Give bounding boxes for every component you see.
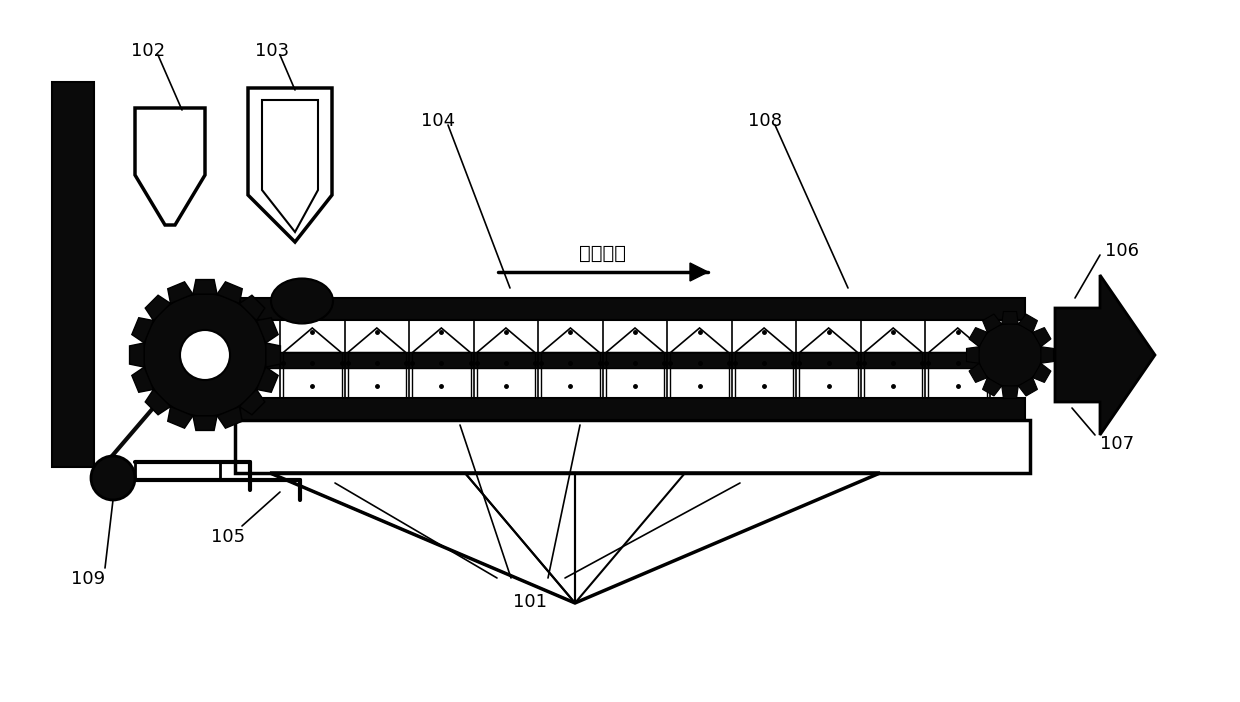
Text: 106: 106 — [1105, 242, 1140, 260]
Text: 运行方向: 运行方向 — [579, 244, 626, 263]
Polygon shape — [145, 296, 171, 321]
Text: 101: 101 — [513, 593, 547, 611]
Polygon shape — [1002, 386, 1018, 399]
Text: 102: 102 — [131, 42, 165, 60]
Polygon shape — [1033, 328, 1052, 347]
Circle shape — [143, 293, 267, 417]
Text: 104: 104 — [420, 112, 455, 130]
Polygon shape — [265, 343, 280, 367]
Polygon shape — [167, 406, 193, 428]
Bar — [241, 352, 1025, 368]
Text: 107: 107 — [1100, 435, 1135, 453]
Circle shape — [180, 330, 229, 380]
Circle shape — [978, 323, 1042, 387]
Polygon shape — [239, 390, 265, 415]
Bar — [236, 420, 1030, 473]
Bar — [241, 298, 1025, 320]
Polygon shape — [217, 282, 242, 303]
Ellipse shape — [272, 279, 334, 324]
Bar — [135, 462, 219, 480]
Text: 108: 108 — [748, 112, 782, 130]
Polygon shape — [239, 296, 265, 321]
Polygon shape — [193, 279, 217, 294]
Polygon shape — [217, 406, 242, 428]
Polygon shape — [1055, 275, 1154, 435]
Polygon shape — [689, 263, 708, 281]
Polygon shape — [982, 378, 1002, 396]
Polygon shape — [968, 328, 987, 347]
Polygon shape — [257, 367, 278, 392]
Polygon shape — [129, 343, 144, 367]
Polygon shape — [1002, 312, 1018, 324]
Polygon shape — [1040, 347, 1054, 363]
Polygon shape — [982, 314, 1002, 332]
Polygon shape — [193, 416, 217, 430]
Polygon shape — [145, 390, 171, 415]
Polygon shape — [167, 282, 193, 303]
Polygon shape — [968, 363, 987, 383]
Circle shape — [91, 456, 135, 500]
Polygon shape — [1018, 314, 1038, 332]
Text: 109: 109 — [71, 570, 105, 588]
Text: 105: 105 — [211, 528, 246, 546]
Polygon shape — [131, 318, 154, 343]
Polygon shape — [1018, 378, 1038, 396]
Polygon shape — [1033, 363, 1052, 383]
Bar — [52, 82, 94, 467]
Polygon shape — [966, 347, 980, 363]
Polygon shape — [257, 318, 278, 343]
Polygon shape — [131, 367, 154, 392]
Bar — [241, 398, 1025, 420]
Text: 103: 103 — [255, 42, 289, 60]
